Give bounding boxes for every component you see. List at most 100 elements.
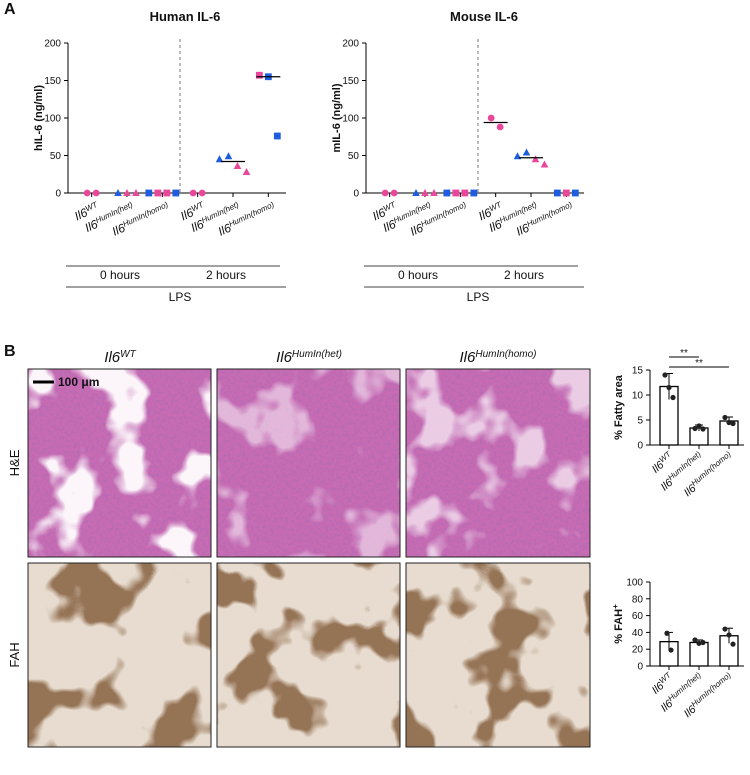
text-base: Il6 bbox=[476, 205, 494, 223]
group-label: 2 hours bbox=[206, 268, 246, 282]
y-tick-label: 0 bbox=[55, 189, 61, 200]
chart-title: Human IL-6 bbox=[150, 9, 221, 24]
significance-label: ** bbox=[695, 358, 703, 369]
text-base: Il6 bbox=[381, 217, 399, 235]
data-point bbox=[461, 189, 469, 197]
data-point bbox=[664, 630, 670, 636]
y-axis-label: % FAH+ bbox=[611, 604, 626, 644]
y-tick-label: 0 bbox=[353, 189, 359, 200]
y-tick-label: 5 bbox=[637, 416, 643, 427]
data-point bbox=[224, 152, 233, 160]
data-point bbox=[496, 123, 504, 131]
y-tick-label: 50 bbox=[50, 151, 62, 162]
data-point bbox=[123, 189, 131, 196]
text-base: Il6 bbox=[189, 217, 207, 235]
text-base: Il6 bbox=[408, 221, 426, 239]
y-tick-label: 150 bbox=[44, 76, 61, 87]
data-point bbox=[92, 189, 100, 197]
data-point bbox=[531, 155, 540, 163]
data-point bbox=[390, 189, 398, 197]
y-tick-label: 100 bbox=[44, 114, 61, 125]
data-point bbox=[553, 189, 561, 197]
text-superscript: HumIn(homo) bbox=[475, 349, 536, 360]
image-border bbox=[27, 562, 212, 748]
y-tick-label: 10 bbox=[632, 391, 644, 402]
y-tick-label: 0 bbox=[637, 662, 643, 673]
data-point bbox=[172, 189, 180, 197]
y-tick-label: 100 bbox=[342, 114, 359, 125]
data-point bbox=[412, 189, 420, 196]
y-tick-label: 150 bbox=[342, 76, 359, 87]
y-tick-label: 60 bbox=[632, 611, 644, 622]
significance-label: ** bbox=[680, 348, 688, 359]
data-point bbox=[132, 189, 140, 196]
column-header: Il6HumIn(homo) bbox=[460, 349, 537, 367]
data-point bbox=[700, 426, 706, 432]
text-base: Il6 bbox=[178, 205, 196, 223]
data-point bbox=[487, 114, 495, 122]
text-superscript: HumIn(het) bbox=[292, 349, 342, 360]
data-point bbox=[692, 425, 698, 432]
text-base: Il6 bbox=[104, 349, 121, 366]
data-point bbox=[562, 189, 570, 197]
data-point bbox=[666, 384, 672, 391]
fah-images bbox=[27, 562, 591, 748]
data-point bbox=[430, 189, 438, 196]
image-border bbox=[405, 562, 591, 748]
bar bbox=[689, 641, 709, 667]
text-base: Il6 bbox=[276, 349, 293, 366]
data-point bbox=[522, 148, 531, 156]
data-point bbox=[154, 189, 162, 197]
data-point bbox=[215, 155, 224, 163]
text-superscript: WT bbox=[488, 199, 504, 213]
data-point bbox=[722, 626, 728, 632]
data-point bbox=[163, 189, 171, 197]
image-fat bbox=[217, 369, 400, 557]
y-tick-label: 40 bbox=[632, 628, 644, 639]
y-axis-label: % Fatty area bbox=[613, 374, 625, 440]
text-base: Il6 bbox=[460, 349, 477, 366]
text-base: Il6 bbox=[370, 205, 388, 223]
data-point bbox=[696, 640, 702, 646]
text-base: Il6 bbox=[72, 205, 90, 223]
y-tick-label: 50 bbox=[348, 151, 360, 162]
image-stain bbox=[217, 563, 400, 747]
group-label: LPS bbox=[467, 290, 490, 304]
image-border bbox=[27, 368, 212, 558]
image-border bbox=[405, 368, 591, 558]
data-point bbox=[452, 189, 460, 197]
image-stain bbox=[406, 563, 590, 747]
text-base: Il6 bbox=[83, 217, 101, 235]
row-label: H&E bbox=[7, 449, 22, 476]
data-point bbox=[700, 639, 706, 646]
data-point bbox=[730, 641, 736, 647]
group-label: 0 hours bbox=[100, 268, 140, 282]
text-superscript: WT bbox=[190, 199, 206, 213]
row-label: FAH bbox=[7, 642, 22, 667]
group-label: LPS bbox=[169, 290, 192, 304]
he-images bbox=[27, 368, 591, 558]
data-point bbox=[83, 189, 91, 197]
text-base: Il6 bbox=[216, 221, 234, 239]
data-point bbox=[571, 189, 579, 197]
data-point bbox=[470, 189, 478, 197]
text-base: Il6 bbox=[110, 221, 128, 239]
data-point bbox=[726, 632, 732, 638]
y-tick-label: 20 bbox=[632, 645, 644, 656]
data-point bbox=[233, 162, 242, 169]
text-base: Il6 bbox=[487, 217, 505, 235]
data-point bbox=[421, 189, 429, 196]
data-point bbox=[730, 420, 736, 427]
y-axis-label: mIL-6 (ng/ml) bbox=[331, 83, 343, 152]
text-superscript: + bbox=[611, 604, 620, 609]
text-superscript: WT bbox=[84, 199, 100, 213]
data-point bbox=[726, 419, 732, 426]
data-point bbox=[668, 647, 674, 653]
text-base: Il6 bbox=[514, 221, 532, 239]
data-point bbox=[381, 189, 389, 197]
y-tick-label: 15 bbox=[632, 366, 644, 377]
data-point bbox=[189, 189, 197, 197]
y-axis-label: hIL-6 (ng/ml) bbox=[33, 85, 45, 151]
image-fat bbox=[28, 369, 211, 557]
y-tick-label: 200 bbox=[342, 39, 359, 50]
